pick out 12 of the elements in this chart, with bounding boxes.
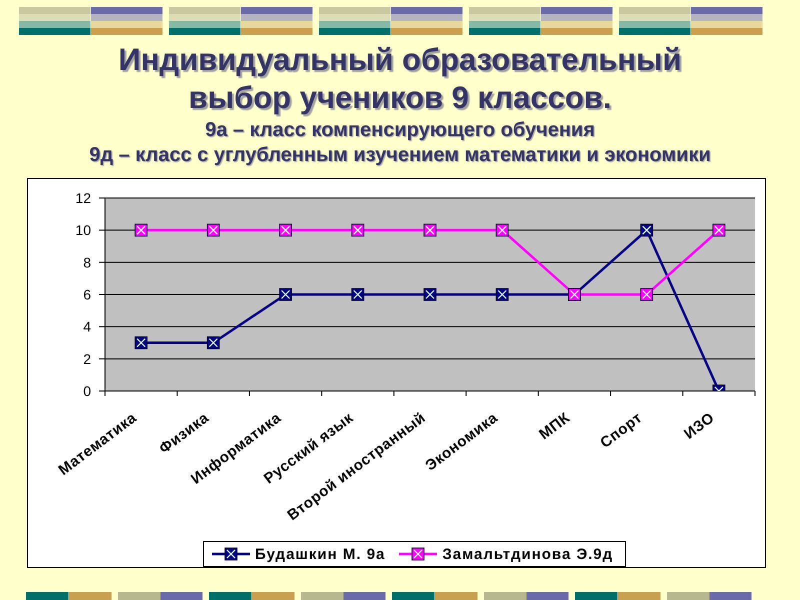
y-tick-label: 8 <box>83 254 92 270</box>
y-tick-label: 0 <box>83 382 92 399</box>
chart-title: Индивидуальный образовательный выбор учеников 9 классов. <box>117 41 683 117</box>
y-tick-label: 12 <box>75 190 92 206</box>
legend-label: Замальтдинова Э.9д <box>442 546 614 562</box>
legend-label: Будашкин М. 9а <box>255 546 386 562</box>
chart-subtitle: 9а – класс компенсирующего обучения 9д – класс с углубленным изучением математики и экономики <box>88 118 712 168</box>
y-tick-label: 2 <box>83 350 92 367</box>
y-tick-label: 6 <box>83 286 92 302</box>
y-tick-label: 4 <box>83 318 92 335</box>
x-tick-label: ИЗО <box>681 409 718 443</box>
y-tick-label: 10 <box>75 222 92 238</box>
